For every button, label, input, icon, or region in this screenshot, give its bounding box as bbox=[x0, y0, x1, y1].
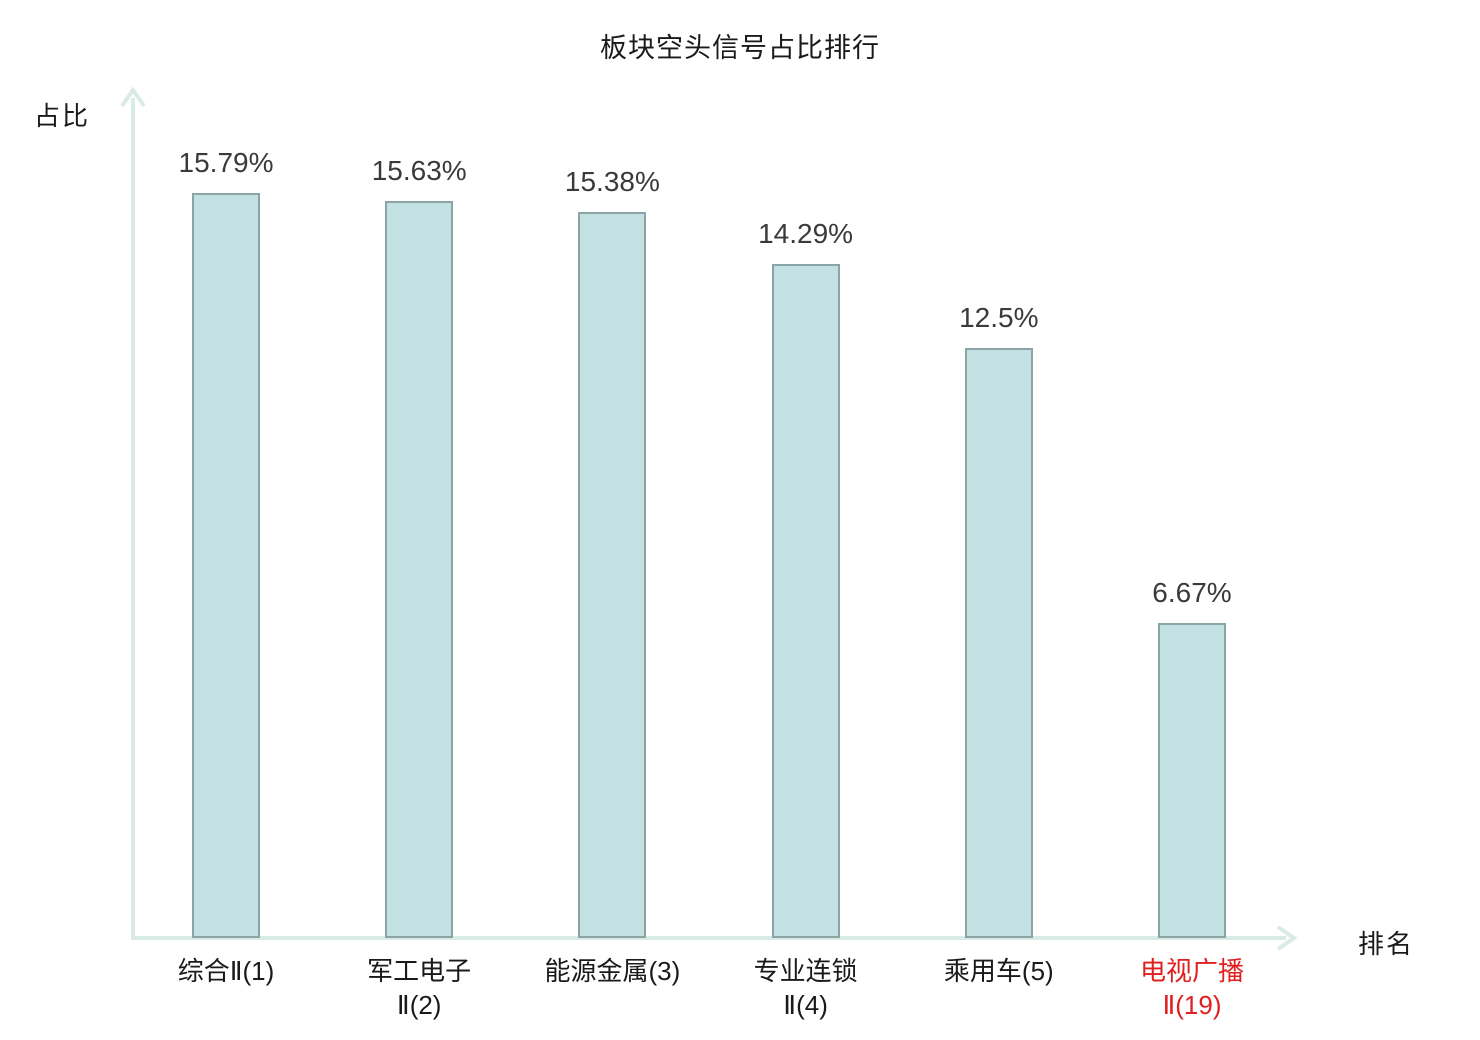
bar bbox=[385, 201, 454, 938]
bar-category-label-line: 电视广播 bbox=[1139, 956, 1244, 986]
bar-value-label: 14.29% bbox=[758, 218, 854, 249]
bar-category-label-line: Ⅱ(19) bbox=[1162, 990, 1222, 1020]
bar-category-label-line: 能源金属(3) bbox=[544, 956, 681, 986]
y-axis-label: 占比 bbox=[34, 101, 91, 131]
bar-category-label-line: Ⅱ(4) bbox=[783, 990, 828, 1020]
y-axis-arrow-icon bbox=[120, 86, 146, 108]
bar bbox=[192, 193, 260, 938]
bar-category-label-line: 综合Ⅱ(1) bbox=[177, 956, 275, 986]
bar-category-label: 综合Ⅱ(1) bbox=[116, 954, 336, 988]
bar bbox=[1158, 623, 1226, 938]
bar bbox=[771, 264, 840, 938]
bar bbox=[964, 348, 1033, 938]
bar-category-label-line: Ⅱ(2) bbox=[396, 990, 442, 1020]
bar-category-label: 专业连锁 Ⅱ(4) bbox=[696, 954, 916, 1022]
bar-value-label: 12.5% bbox=[959, 302, 1039, 333]
x-axis-arrow-icon bbox=[1276, 925, 1298, 951]
bar-value-label: 15.38% bbox=[564, 166, 660, 197]
bar-category-label-line: 专业连锁 bbox=[753, 956, 858, 986]
bar-category-label: 电视广播 Ⅱ(19) bbox=[1082, 954, 1302, 1022]
x-axis-label: 排名 bbox=[1358, 929, 1415, 959]
bar-category-label-line: 军工电子 bbox=[367, 956, 472, 986]
bar-value-label: 15.79% bbox=[178, 147, 274, 178]
bar-category-label: 能源金属(3) bbox=[502, 954, 722, 988]
bar-category-label-line: 乘用车(5) bbox=[943, 956, 1054, 986]
bar-value-label: 15.63% bbox=[371, 155, 467, 186]
chart-title: 板块空头信号占比排行 bbox=[600, 33, 880, 63]
bar bbox=[578, 212, 647, 938]
bar-value-label: 6.67% bbox=[1152, 577, 1232, 608]
bar-category-label: 军工电子 Ⅱ(2) bbox=[309, 954, 529, 1022]
bar-category-label: 乘用车(5) bbox=[889, 954, 1109, 988]
